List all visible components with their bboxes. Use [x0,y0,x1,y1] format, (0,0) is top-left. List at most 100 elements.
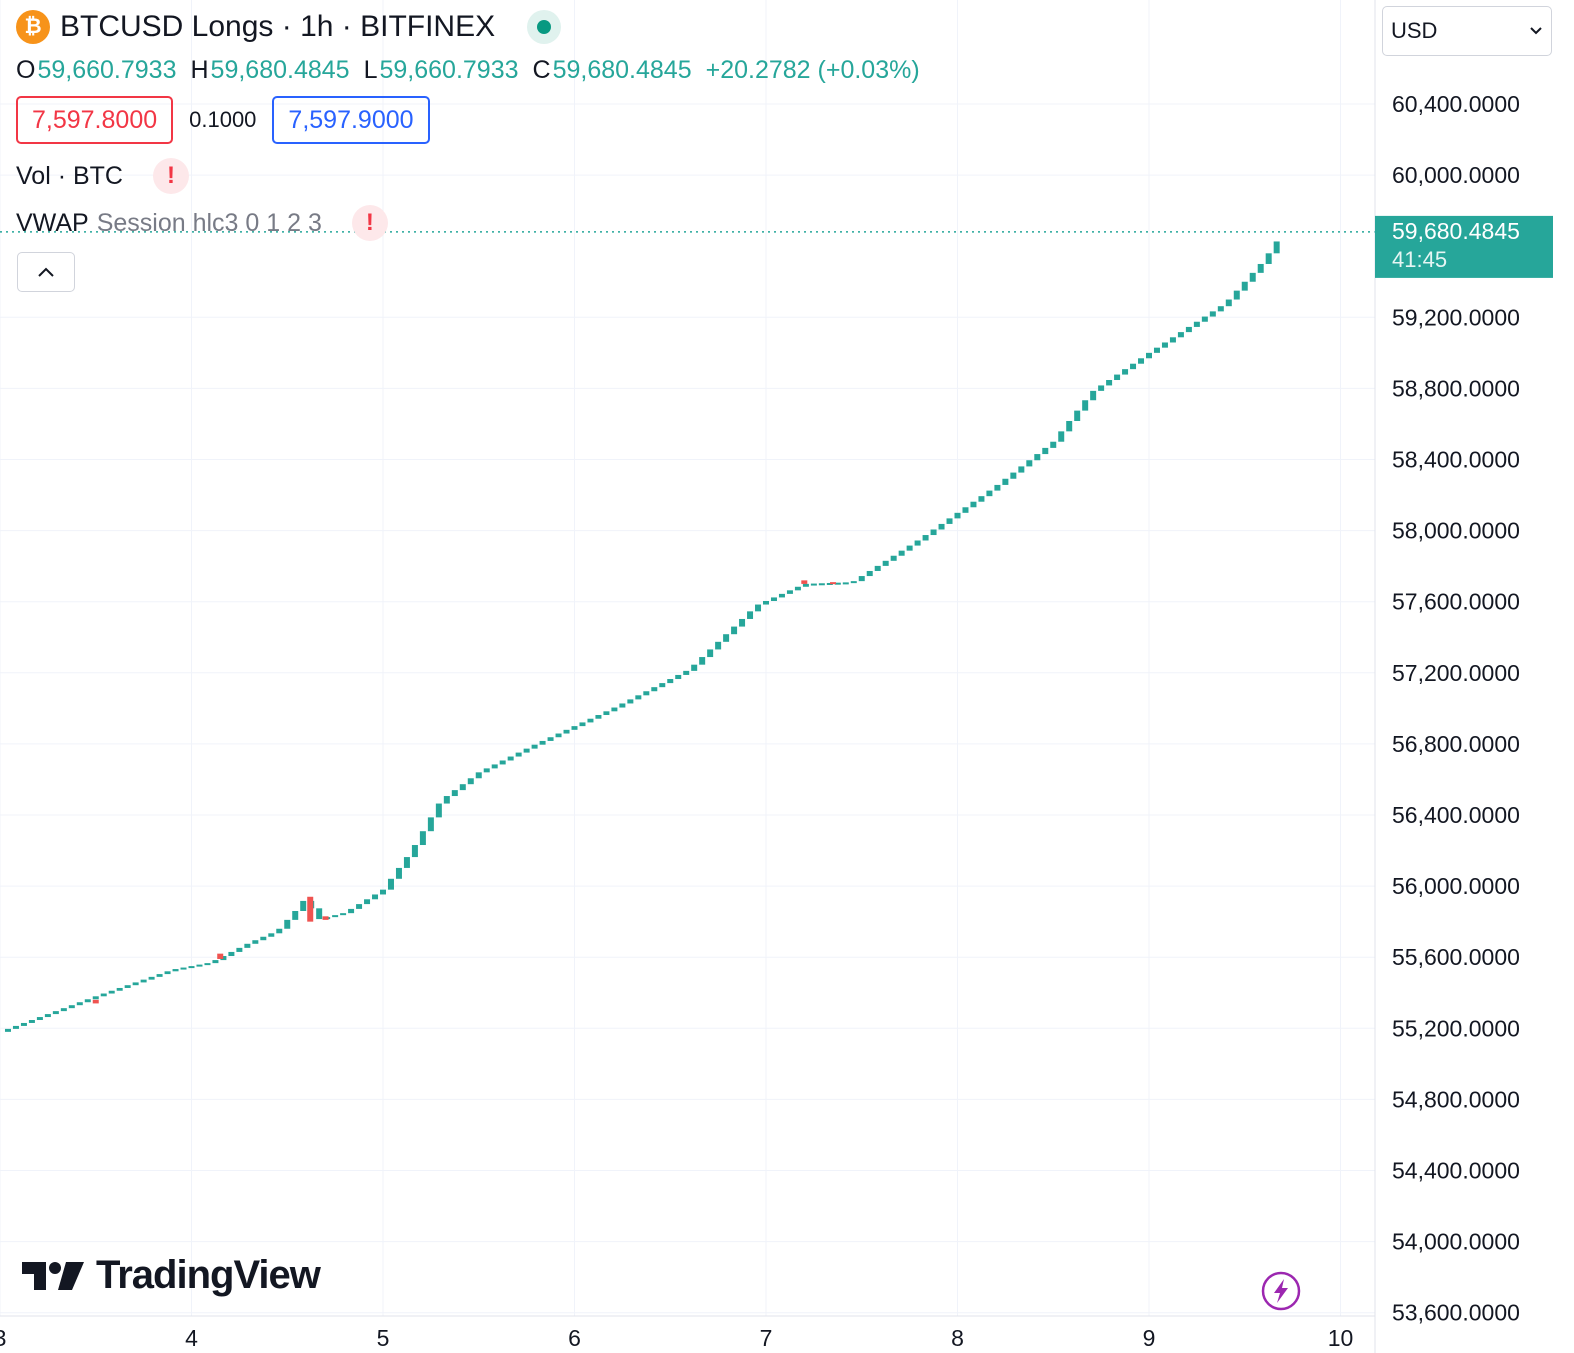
price-tick-label: 57,200.0000 [1392,660,1520,686]
candle-body [643,691,650,696]
quote-legend: 7,597.8000 0.1000 7,597.9000 [16,96,430,144]
candle-body [818,583,825,586]
currency-value: USD [1391,18,1438,43]
candle-body [1098,385,1105,391]
warning-icon[interactable]: ! [351,205,388,241]
time-axis[interactable]: 3 4 5 6 7 8 9 10 [0,1325,1353,1351]
candle-body [1217,306,1224,312]
candle-body [1074,410,1081,421]
time-tick-label: 8 [951,1325,964,1351]
market-status-icon[interactable] [527,10,562,44]
candle-body [547,737,554,741]
candle-body [922,535,929,541]
candle-body [970,501,977,508]
candle-body [938,523,945,530]
spread-value: 0.1000 [189,107,257,132]
candle-body [986,490,993,497]
sell-price-button[interactable]: 7,597.8000 [16,96,174,144]
candle-body [858,576,865,582]
time-tick-label: 6 [568,1325,581,1351]
candle-body [778,593,785,598]
candle-body [140,979,147,983]
candle-body [651,687,658,692]
tradingview-logo[interactable]: TradingView [22,1253,321,1298]
collapse-legend-button[interactable] [17,252,75,292]
candle-body [1249,272,1256,282]
candle-body [1002,478,1009,485]
candle-body [1257,263,1264,273]
symbol-title[interactable]: BTCUSD Longs · 1h · BITFINEX [60,10,496,43]
candle-body [499,760,506,765]
symbol-legend[interactable]: ₿ BTCUSD Longs · 1h · BITFINEX [16,10,562,44]
candle-body [707,649,714,658]
candle-body [882,560,889,566]
candle-body [603,711,610,716]
candle-body [962,507,969,513]
candle-body [228,951,235,957]
buy-price-button[interactable]: 7,597.9000 [272,96,430,144]
vwap-indicator-legend[interactable]: VWAP Session hlc3 0 1 2 3 ! [16,205,388,241]
warning-icon[interactable]: ! [152,158,189,194]
candle-body [252,940,259,944]
candle-body [68,1005,75,1009]
candle-body [1090,390,1097,401]
candle-body [715,641,722,650]
price-tick-label: 54,000.0000 [1392,1229,1520,1255]
candle-body [1233,290,1240,300]
time-tick-label: 4 [185,1325,198,1351]
candle-body [1130,363,1137,370]
candle-body [739,618,746,627]
candle-body [699,657,706,665]
candle-body [571,726,578,730]
candle-body [148,976,155,980]
candle-body [1153,347,1160,353]
candle-body [92,996,99,1000]
candle-body [300,900,307,911]
currency-select[interactable]: USD [1382,6,1552,56]
vwap-indicator-name[interactable]: VWAP [16,208,89,237]
volume-indicator-name[interactable]: Vol · BTC [16,161,123,190]
candle-body [1066,420,1073,432]
price-tick-label: 56,400.0000 [1392,802,1520,828]
candle-body [172,969,179,972]
candle-body [348,908,355,914]
candle-body [595,715,602,719]
price-tick-label: 60,000.0000 [1392,162,1520,188]
ohlc-legend: O 59,660.7933 H 59,680.4845 L 59,660.793… [16,56,920,85]
candle-body [1265,253,1272,264]
candle-body [316,908,323,920]
candle-body [874,565,881,571]
candle-body [284,919,291,929]
candle-body-down [92,999,99,1004]
candle-body-down [830,582,837,585]
candle-body [12,1025,19,1029]
logo-text: TradingView [96,1253,321,1297]
candle-body [1010,472,1017,479]
candle-body [890,555,897,561]
lightning-bolt-icon[interactable] [1261,1271,1301,1311]
time-tick-label: 10 [1328,1325,1354,1351]
volume-indicator-legend[interactable]: Vol · BTC ! [16,158,189,194]
open-label: O [16,56,36,84]
candle-body [1026,460,1033,467]
candle-body [443,796,450,804]
candle-body [36,1017,43,1021]
candle-body [667,679,674,684]
price-axis[interactable]: 60,400.0000 60,000.0000 59,200.0000 58,800.… [1392,91,1520,1326]
candle-body [563,729,570,734]
candle-body [1201,316,1208,322]
candle-body [1050,441,1057,448]
candle-body [204,963,211,966]
candle-body [539,740,546,745]
close-value: 59,680.4845 [552,56,692,84]
candle-body [579,722,586,727]
candle-body [4,1028,11,1032]
candle-body [675,674,682,680]
candle-body [810,583,817,586]
candle-body [914,540,921,546]
candle-body [747,611,754,619]
candle-body [395,867,402,879]
candle-body [659,683,666,688]
price-tick-label: 58,800.0000 [1392,375,1520,401]
